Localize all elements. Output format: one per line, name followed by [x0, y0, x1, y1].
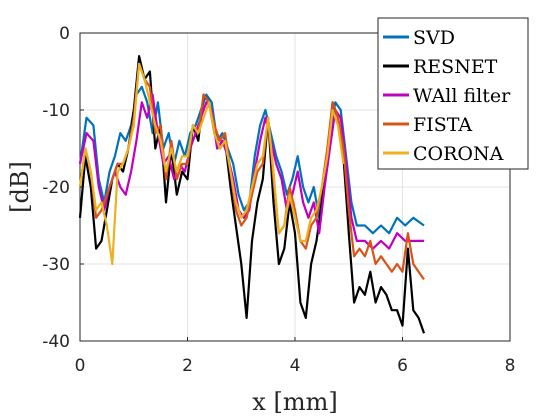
- legend-entry: WAll filter: [413, 85, 511, 107]
- x-tick-label: 4: [290, 356, 301, 376]
- legend-entry: CORONA: [413, 143, 504, 165]
- legend-entry: FISTA: [413, 114, 472, 136]
- legend-entry: RESNET: [413, 56, 498, 78]
- x-tick-label: 8: [505, 356, 516, 376]
- y-axis-label: [dB]: [6, 161, 34, 213]
- x-tick-label: 2: [182, 356, 193, 376]
- series-line-2: [78, 93, 424, 250]
- legend: SVD RESNET WAll filter FISTA CORONA: [377, 17, 529, 170]
- y-tick-label: -10: [42, 101, 70, 121]
- y-tick-label: -40: [42, 332, 70, 352]
- x-tick-label: 0: [75, 356, 86, 376]
- x-tick-label: 6: [397, 356, 408, 376]
- series-line-4: [78, 62, 345, 266]
- x-axis-label: x [mm]: [252, 388, 337, 416]
- y-tick-label: -30: [42, 255, 70, 275]
- series-layer: [78, 54, 426, 334]
- y-tick-label: 0: [59, 24, 70, 44]
- y-tick-label: -20: [42, 178, 70, 198]
- legend-entry: SVD: [413, 27, 455, 49]
- axis-ticks: 0 2 4 6 8 0 -10 -20 -30 -40: [42, 24, 515, 376]
